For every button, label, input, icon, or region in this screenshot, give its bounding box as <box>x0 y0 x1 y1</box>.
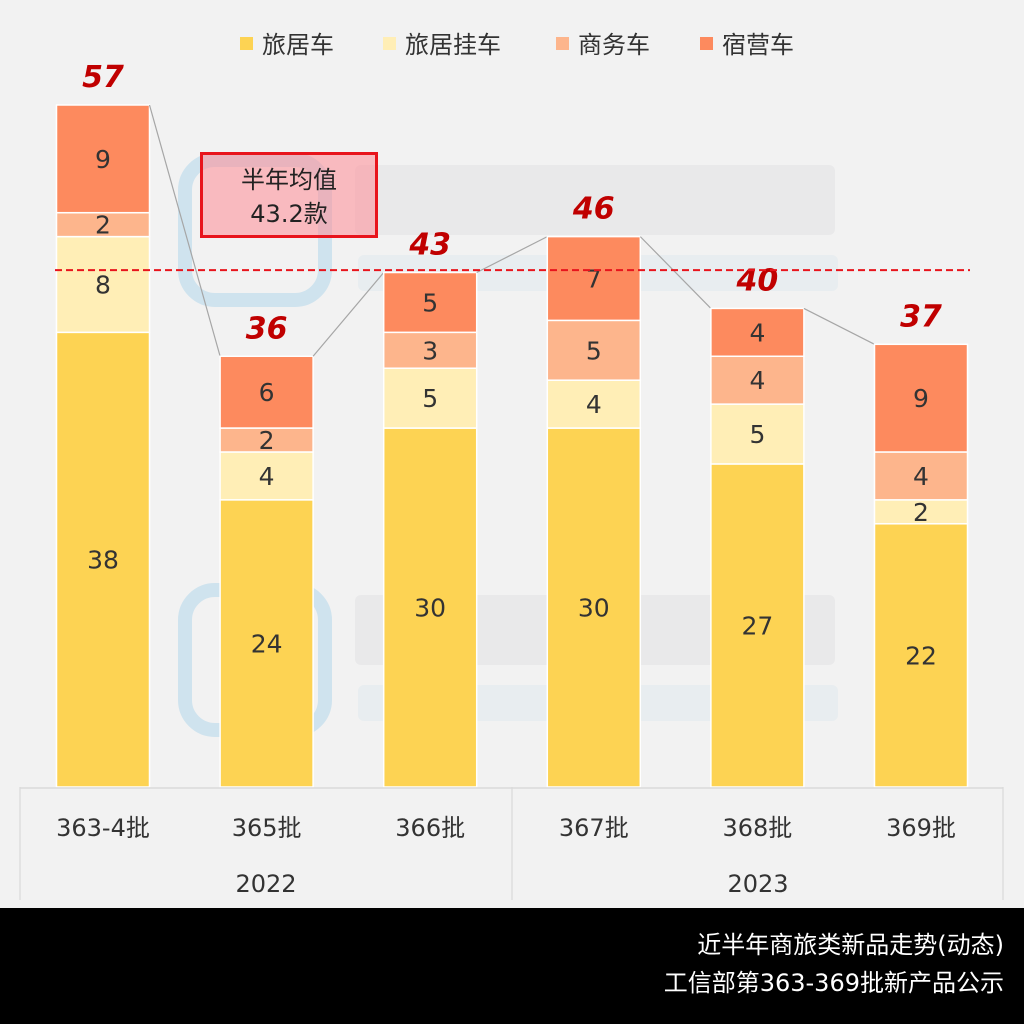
data-label: 38 <box>87 546 119 575</box>
data-label: 5 <box>422 288 438 317</box>
bar-segment <box>55 331 151 788</box>
data-label: 7 <box>586 264 602 293</box>
legend-label: 商务车 <box>578 31 650 59</box>
watermark-mark-icon <box>355 165 835 235</box>
data-label: 27 <box>741 611 773 640</box>
legend-swatch <box>383 37 396 50</box>
data-label: 22 <box>905 641 937 670</box>
data-label: 6 <box>259 378 275 407</box>
legend-label: 宿营车 <box>722 31 794 59</box>
data-label: 4 <box>913 462 929 491</box>
total-label: 37 <box>900 299 942 334</box>
bar-segment <box>382 331 478 369</box>
x-group-label: 2023 <box>727 870 788 898</box>
legend-label: 旅居车 <box>262 31 334 59</box>
bar-segment <box>382 427 478 788</box>
x-axis: 363-4批 365批 366批 367批 368批 369批 2022 2023 <box>19 787 1004 900</box>
total-label: 46 <box>572 192 615 227</box>
bar-segment <box>873 343 969 453</box>
total-label: 57 <box>82 60 124 95</box>
data-label: 8 <box>95 270 111 299</box>
bar-segment <box>55 235 151 334</box>
legend-swatch <box>240 37 253 50</box>
bar-segment <box>546 427 642 788</box>
connector-line <box>476 236 548 274</box>
data-label: 2 <box>95 211 111 240</box>
footer-title: 近半年商旅类新品走势(动态) <box>697 931 1004 959</box>
x-tick-label: 366批 <box>395 814 465 842</box>
data-label: 5 <box>749 420 765 449</box>
x-tick-label: 367批 <box>559 814 629 842</box>
data-label: 4 <box>586 390 602 419</box>
data-label: 30 <box>414 594 446 623</box>
data-label: 4 <box>749 318 765 347</box>
footer: 近半年商旅类新品走势(动态) 工信部第363-369批新产品公示 <box>0 908 1024 1024</box>
average-label: 半年均值 <box>241 166 337 194</box>
connector-line <box>148 104 221 357</box>
bar-segment <box>710 463 805 788</box>
x-tick-label: 365批 <box>232 814 302 842</box>
bars: 3882957244263630535433045746275444022249… <box>55 60 970 788</box>
legend: 旅居车 旅居挂车 商务车 宿营车 <box>240 31 794 59</box>
data-label: 2 <box>259 426 275 455</box>
bar-segment <box>219 355 314 429</box>
bar-segment <box>55 104 151 214</box>
data-label: 5 <box>586 336 602 365</box>
data-label: 3 <box>422 336 438 365</box>
data-label: 4 <box>749 366 765 395</box>
connector-line <box>312 272 385 357</box>
x-group-label: 2022 <box>235 870 296 898</box>
data-label: 9 <box>95 145 111 174</box>
x-tick-label: 368批 <box>722 814 792 842</box>
bar-segment <box>710 355 805 405</box>
average-annotation: 半年均值 43.2款 <box>200 152 378 238</box>
legend-swatch <box>556 37 569 50</box>
bar-segment <box>710 307 805 358</box>
total-label: 43 <box>408 228 451 263</box>
x-tick-label: 363-4批 <box>56 814 150 842</box>
bar-segment <box>546 379 642 429</box>
data-label: 2 <box>913 498 929 527</box>
bar-segment <box>546 319 642 381</box>
bar-segment <box>710 403 805 465</box>
stacked-bar-chart: 旅居车 旅居挂车 商务车 宿营车 38829572442636305354330457… <box>19 31 1004 900</box>
bar-segment <box>219 451 314 501</box>
data-label: 4 <box>259 462 275 491</box>
footer-subtitle: 工信部第363-369批新产品公示 <box>663 969 1004 997</box>
legend-label: 旅居挂车 <box>405 31 501 59</box>
total-label: 36 <box>246 311 288 346</box>
connector-line <box>803 307 875 345</box>
bar-segment <box>382 271 478 334</box>
legend-swatch <box>700 37 713 50</box>
x-tick-label: 369批 <box>886 814 956 842</box>
bar-segment <box>546 235 642 322</box>
data-label: 30 <box>578 594 610 623</box>
data-label: 5 <box>422 384 438 413</box>
total-label: 40 <box>736 263 779 298</box>
data-label: 24 <box>251 629 283 658</box>
bar-segment <box>873 523 969 788</box>
average-value: 43.2款 <box>250 200 328 228</box>
bar-segment <box>382 367 478 429</box>
data-label: 9 <box>913 384 929 413</box>
bar-segment <box>219 499 314 788</box>
connector-line <box>639 236 712 309</box>
